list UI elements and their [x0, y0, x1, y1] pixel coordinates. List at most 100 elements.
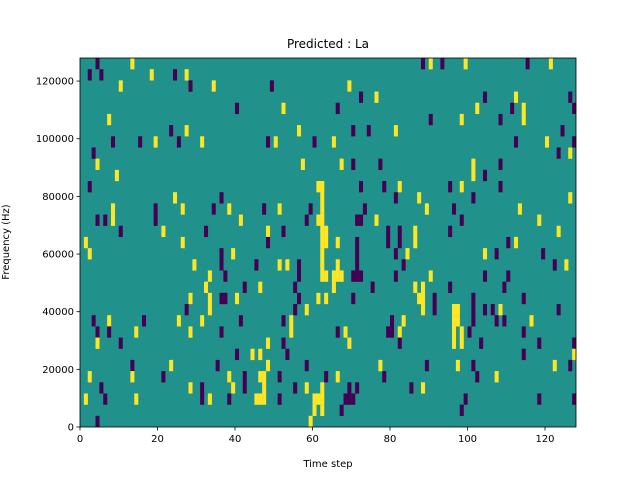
heatmap-cell-high — [397, 181, 402, 193]
heatmap-cell-high — [316, 292, 321, 305]
heatmap-cell-high — [459, 181, 464, 193]
heatmap-cell-high — [320, 225, 325, 238]
heatmap-cell-high — [324, 225, 329, 238]
heatmap-cell-high — [459, 326, 464, 338]
heatmap-cell-low — [471, 304, 476, 316]
heatmap-cell-high — [258, 371, 263, 383]
heatmap-cell-high — [312, 404, 317, 416]
heatmap-cell-high — [564, 259, 569, 271]
heatmap-cell-high — [424, 203, 429, 215]
heatmap-cell-high — [517, 203, 522, 215]
heatmap-cell-low — [91, 147, 96, 159]
heatmap-cell-low — [87, 181, 92, 193]
heatmap-cell-low — [118, 225, 123, 238]
heatmap-cell-high — [378, 359, 383, 372]
heatmap-cell-high — [421, 382, 426, 394]
heatmap-cell-low — [366, 125, 371, 137]
heatmap-cell-low — [471, 192, 476, 204]
heatmap-cell-high — [231, 382, 236, 394]
heatmap-cell-high — [134, 393, 139, 405]
heatmap-cell-low — [285, 348, 290, 361]
y-tick-label: 40000 — [42, 307, 74, 318]
heatmap-cell-low — [262, 203, 267, 215]
heatmap-cell-low — [254, 259, 259, 271]
heatmap-cell-high — [258, 393, 263, 405]
heatmap-cell-low — [541, 248, 546, 260]
heatmap-cell-low — [297, 292, 302, 305]
heatmap-cell-high — [289, 315, 294, 327]
heatmap-cell-high — [262, 382, 267, 394]
heatmap-cell-low — [281, 225, 286, 238]
heatmap-cell-low — [498, 158, 503, 170]
heatmap-cell-high — [207, 393, 212, 405]
heatmap-cell-low — [483, 270, 488, 282]
heatmap-cell-high — [300, 158, 305, 170]
y-tick-label: 120000 — [36, 77, 74, 88]
heatmap-cell-high — [83, 236, 88, 249]
heatmap-cell-high — [118, 80, 123, 92]
heatmap-cell-low — [293, 382, 298, 394]
heatmap-cell-low — [494, 248, 499, 260]
heatmap-cell-high — [483, 248, 488, 260]
heatmap-cell-high — [393, 125, 398, 137]
heatmap-cell-low — [382, 181, 387, 193]
heatmap-cell-low — [269, 80, 274, 92]
heatmap-cell-high — [459, 337, 464, 349]
heatmap-cell-low — [483, 169, 488, 182]
x-tick-label: 120 — [535, 434, 554, 445]
heatmap-cell-high — [452, 304, 457, 316]
heatmap-cell-low — [572, 337, 577, 349]
heatmap-cell-high — [107, 315, 112, 327]
heatmap-cell-low — [483, 304, 488, 316]
heatmap-cell-high — [285, 259, 290, 271]
heatmap-cell-low — [351, 270, 356, 282]
heatmap-cell-high — [374, 214, 379, 226]
heatmap-cell-high — [250, 348, 255, 361]
heatmap-cell-high — [320, 248, 325, 260]
heatmap-cell-high — [200, 315, 205, 327]
y-axis: 0 20000 40000 60000 80000 100000 120000 — [36, 77, 80, 434]
heatmap-cell-low — [382, 371, 387, 383]
y-tick-label: 20000 — [42, 365, 74, 376]
heatmap-cell-high — [548, 58, 553, 70]
heatmap-cell-high — [87, 248, 92, 260]
heatmap-cell-high — [572, 348, 577, 361]
heatmap-cell-low — [521, 326, 526, 338]
heatmap-cell-low — [498, 113, 503, 126]
heatmap-cell-low — [390, 315, 395, 327]
heatmap-cell-low — [277, 371, 282, 383]
heatmap-cell-high — [339, 270, 344, 282]
heatmap-cell-low — [153, 214, 158, 226]
heatmap-cell-low — [378, 158, 383, 170]
heatmap-cell-high — [521, 102, 526, 115]
heatmap-cell-low — [138, 136, 143, 148]
heatmap-cell-high — [316, 214, 321, 226]
heatmap-cell-low — [537, 337, 542, 349]
heatmap-cell-low — [448, 281, 453, 293]
heatmap-cell-low — [432, 304, 437, 316]
heatmap-cell-low — [130, 359, 135, 372]
heatmap-cell-low — [386, 225, 391, 238]
heatmap-cell-high — [153, 136, 158, 148]
heatmap-cell-low — [359, 214, 364, 226]
heatmap-cell-low — [308, 203, 313, 215]
heatmap-cell-low — [463, 393, 468, 405]
heatmap-cell-high — [149, 69, 154, 81]
heatmap-cell-high — [258, 348, 263, 361]
heatmap-cell-high — [552, 359, 557, 372]
heatmap-cell-high — [331, 281, 336, 293]
heatmap-cell-low — [428, 113, 433, 126]
heatmap-cell-low — [242, 382, 247, 394]
heatmap-cell-low — [521, 348, 526, 361]
heatmap-cell-low — [184, 304, 189, 316]
heatmap-cell-high — [413, 225, 418, 238]
heatmap-cell-high — [331, 136, 336, 148]
heatmap-cell-high — [316, 181, 321, 193]
heatmap-cell-high — [335, 236, 340, 249]
heatmap-cell-high — [320, 214, 325, 226]
heatmap-cell-low — [401, 259, 406, 271]
heatmap-cell-high — [231, 248, 236, 260]
heatmap-cell-high — [316, 393, 321, 405]
heatmap-cell-low — [556, 147, 561, 159]
